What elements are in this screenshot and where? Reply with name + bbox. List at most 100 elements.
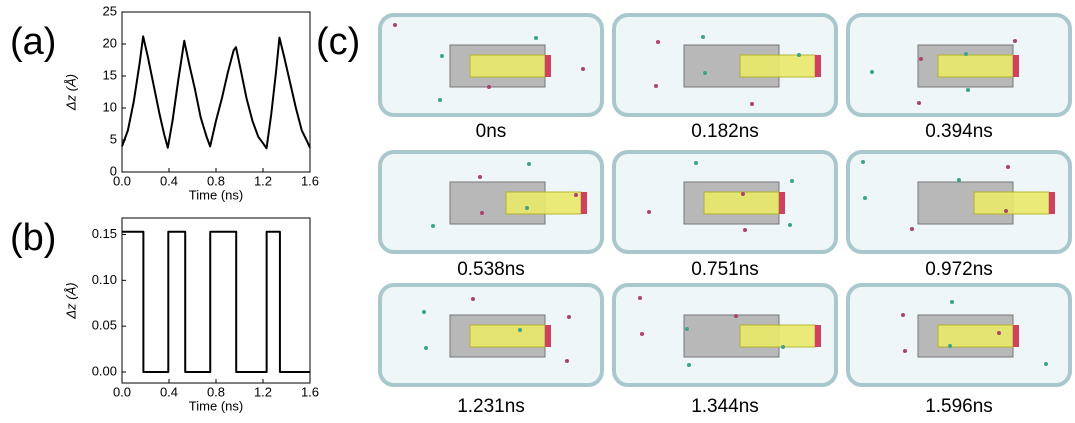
ion xyxy=(870,70,874,74)
nanotube-inner xyxy=(470,325,545,347)
end-cap xyxy=(779,192,785,214)
ion xyxy=(910,227,914,231)
ion xyxy=(790,179,794,183)
data-line xyxy=(122,36,310,148)
ion xyxy=(734,314,738,318)
nanotube-inner xyxy=(740,55,815,77)
x-tick-label: 0.8 xyxy=(207,173,225,188)
snapshot-caption: 0.394ns xyxy=(925,121,993,142)
panel-label: (b) xyxy=(10,217,56,259)
ion xyxy=(750,102,754,106)
x-axis-label: Time (ns) xyxy=(189,398,243,413)
y-axis-label: Δz (Å) xyxy=(63,282,78,319)
ion xyxy=(656,40,660,44)
ion xyxy=(685,327,689,331)
nanotube-inner xyxy=(974,192,1049,214)
ion xyxy=(567,315,571,319)
ion xyxy=(574,193,578,197)
x-tick-label: 1.2 xyxy=(254,173,272,188)
y-tick-label: 15 xyxy=(103,67,117,82)
ion xyxy=(957,178,961,182)
ion xyxy=(438,98,442,102)
ion xyxy=(424,346,428,350)
snapshot-caption: 1.231ns xyxy=(457,396,525,417)
end-cap xyxy=(1049,192,1055,214)
ion xyxy=(694,161,698,165)
snapshot-caption: 0.751ns xyxy=(691,259,759,280)
ion xyxy=(861,160,865,164)
ion xyxy=(1006,165,1010,169)
ion xyxy=(440,54,444,58)
plot-frame xyxy=(122,218,310,383)
ion xyxy=(654,84,658,88)
ion xyxy=(950,300,954,304)
ion xyxy=(480,211,484,215)
ion xyxy=(525,206,529,210)
ion xyxy=(565,359,569,363)
ion xyxy=(703,71,707,75)
end-cap xyxy=(815,325,821,347)
nanotube-inner xyxy=(740,325,815,347)
ion xyxy=(422,310,426,314)
ion xyxy=(527,162,531,166)
ion xyxy=(1044,362,1048,366)
ion xyxy=(903,349,907,353)
ion xyxy=(1013,39,1017,43)
ion xyxy=(638,296,642,300)
y-tick-label: 0.15 xyxy=(92,226,117,241)
nanotube-inner xyxy=(938,55,1013,77)
ion xyxy=(534,36,538,40)
ion xyxy=(581,67,585,71)
snapshot-caption: 1.344ns xyxy=(691,396,759,417)
ion xyxy=(478,175,482,179)
y-tick-label: 0 xyxy=(110,163,117,178)
figure: (a) (b) (c) 0.00.40.81.21.60510152025Tim… xyxy=(0,0,1075,418)
x-axis-label: Time (ns) xyxy=(189,187,243,202)
x-tick-label: 1.2 xyxy=(254,384,272,399)
snapshot-caption: 0.972ns xyxy=(925,259,993,280)
y-tick-label: 25 xyxy=(103,3,117,18)
ion xyxy=(917,101,921,105)
end-cap xyxy=(581,192,587,214)
nanotube-inner xyxy=(470,55,545,77)
x-tick-label: 0.4 xyxy=(160,384,178,399)
y-tick-label: 0.00 xyxy=(92,363,117,378)
ion xyxy=(788,223,792,227)
ion xyxy=(640,332,644,336)
y-tick-label: 20 xyxy=(103,35,117,50)
ion xyxy=(948,344,952,348)
data-line xyxy=(122,232,310,372)
snapshot-caption: 0.182ns xyxy=(691,121,759,142)
ion xyxy=(518,328,522,332)
end-cap xyxy=(815,55,821,77)
ion xyxy=(964,52,968,56)
panel-label: (c) xyxy=(316,21,360,63)
x-tick-label: 0.8 xyxy=(207,384,225,399)
y-axis-label: Δz (Å) xyxy=(63,74,78,111)
nanotube-inner xyxy=(938,325,1013,347)
ion xyxy=(487,85,491,89)
ion xyxy=(701,35,705,39)
x-tick-label: 1.6 xyxy=(301,173,319,188)
ion xyxy=(901,313,905,317)
end-cap xyxy=(545,325,551,347)
y-tick-label: 0.05 xyxy=(92,318,117,333)
end-cap xyxy=(545,55,551,77)
ion xyxy=(781,345,785,349)
x-tick-label: 0.4 xyxy=(160,173,178,188)
x-tick-label: 1.6 xyxy=(301,384,319,399)
ion xyxy=(966,88,970,92)
ion xyxy=(393,23,397,27)
snapshot-caption: 0ns xyxy=(476,121,507,142)
ion xyxy=(687,363,691,367)
ion xyxy=(647,210,651,214)
y-tick-label: 5 xyxy=(110,131,117,146)
snapshot-caption: 0.538ns xyxy=(457,259,525,280)
ion xyxy=(431,224,435,228)
plot-frame xyxy=(122,12,310,172)
snapshot-caption: 1.596ns xyxy=(925,396,993,417)
ion xyxy=(997,331,1001,335)
ion xyxy=(863,196,867,200)
ion xyxy=(919,57,923,61)
ion xyxy=(741,192,745,196)
